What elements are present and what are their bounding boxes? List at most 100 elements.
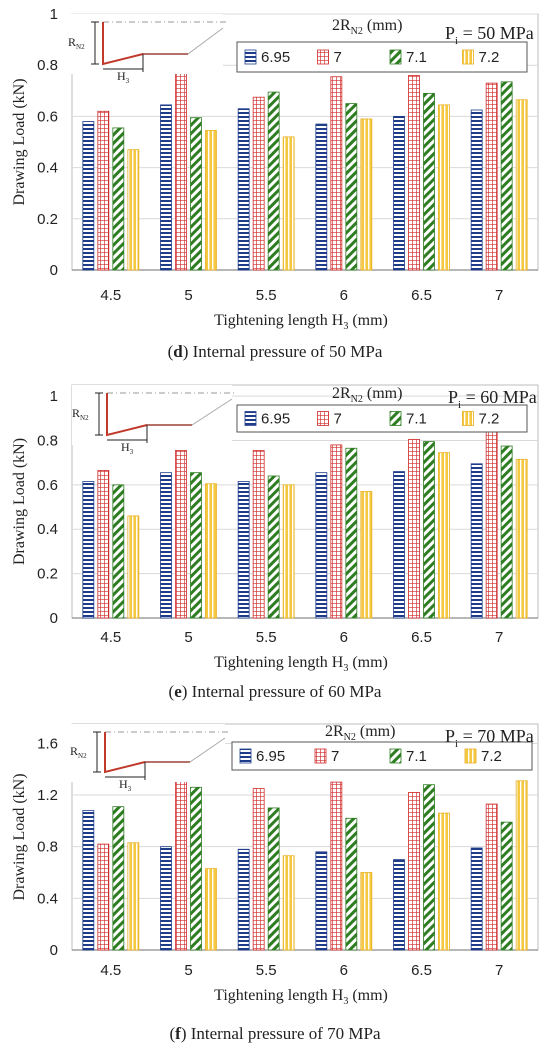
legend-label-7-1: 7.1 <box>406 748 427 765</box>
inset-r-label: RN2 <box>68 35 85 51</box>
legend-label-6-95: 6.95 <box>256 748 285 765</box>
bar-6-95-6-5 <box>393 471 405 619</box>
bar-7-1-5-5 <box>267 91 280 271</box>
bar-6-95-5-5 <box>237 848 250 951</box>
y-tick-label: 1 <box>50 6 58 23</box>
legend-swatch-6-95 <box>239 748 252 764</box>
bar-7-2-5-5 <box>282 136 295 271</box>
x-axis-label: Tightening length H3 (mm) <box>214 312 388 332</box>
bar-6-95-6 <box>315 472 328 619</box>
legend-label-7: 7 <box>334 411 342 428</box>
inset-die-outline <box>145 737 226 763</box>
legend-box <box>231 741 533 771</box>
bar-6-95-5 <box>160 104 172 271</box>
x-tick-label: 4.5 <box>100 962 121 979</box>
legend-label-7-1: 7.1 <box>406 411 427 428</box>
inset-schematic: RN2 H3 <box>68 14 227 85</box>
bar-7-2-7 <box>515 99 528 271</box>
bar-7-1-6-5 <box>423 784 435 951</box>
bar-6-95-5 <box>160 472 172 619</box>
bar-7-6-5 <box>408 438 420 619</box>
bar-7-6-5 <box>408 75 420 271</box>
bar-6-95-4-5 <box>82 121 95 271</box>
bar-6-95-5-5 <box>237 108 250 271</box>
x-tick-label: 4.5 <box>100 629 121 646</box>
y-tick-label: 0.8 <box>37 57 58 74</box>
bar-7-2-6 <box>360 118 373 271</box>
legend-box <box>236 41 528 73</box>
x-tick-label: 4.5 <box>100 287 121 304</box>
bar-7-1-5 <box>190 117 202 271</box>
y-axis-label: Drawing Load (kN) <box>11 773 28 900</box>
x-tick-label: 5.5 <box>256 287 277 304</box>
inset-h-label: H3 <box>119 777 132 793</box>
inset-h-label: H3 <box>117 69 130 85</box>
legend-swatch-7 <box>317 411 329 426</box>
y-tick-label: 0 <box>50 942 58 959</box>
inset-background <box>70 724 225 782</box>
bar-6-95-4-5 <box>82 810 95 951</box>
x-tick-label: 5 <box>184 962 192 979</box>
inset-background <box>68 14 223 74</box>
y-tick-label: 1.2 <box>37 787 58 804</box>
bar-7-7 <box>485 82 498 271</box>
bar-7-1-5 <box>190 472 202 619</box>
y-tick-label: 0.6 <box>37 477 58 494</box>
bar-7-1-6-5 <box>423 92 435 271</box>
bar-7-2-5 <box>205 483 217 619</box>
pressure-label: Pi = 60 MPa <box>448 387 537 411</box>
y-tick-label: 0.2 <box>37 566 58 583</box>
bar-7-7 <box>485 803 498 951</box>
legend-swatch-7-1 <box>389 748 402 764</box>
bar-7-2-7 <box>515 458 528 619</box>
bar-6-95-7 <box>470 109 483 271</box>
bar-7-6-5 <box>408 792 420 951</box>
x-tick-label: 5 <box>184 287 192 304</box>
legend-swatch-7-2 <box>464 748 477 764</box>
bar-7-2-5-5 <box>282 855 295 951</box>
x-tick-label: 6.5 <box>411 287 432 304</box>
chart-panel-f: 0 0.4 0.8 1.2 1.6 Drawing Load (kN) 4.5 5 5.5 6 6.… <box>11 723 539 1007</box>
bar-7-2-7 <box>515 780 528 951</box>
y-tick-label: 0.8 <box>37 432 58 449</box>
x-tick-label: 6.5 <box>411 962 432 979</box>
bar-7-5 <box>175 450 187 619</box>
bar-7-6 <box>330 781 343 951</box>
bar-7-2-6-5 <box>438 452 450 619</box>
x-tick-label: 6.5 <box>411 629 432 646</box>
bar-7-2-4-5 <box>127 842 140 951</box>
caption-panel-f: (f) Internal pressure of 70 MPa <box>169 1024 381 1043</box>
bar-7-1-5-5 <box>267 807 280 951</box>
bar-7-4-5 <box>97 470 110 619</box>
legend-label-6-95: 6.95 <box>261 411 290 428</box>
y-tick-label: 0.8 <box>37 839 58 856</box>
caption-panel-e: (e) Internal pressure of 60 MPa <box>168 682 382 701</box>
y-tick-label: 1 <box>50 388 58 405</box>
bar-7-1-7 <box>500 821 513 951</box>
legend-title: 2RN2 (mm) <box>332 17 402 37</box>
y-tick-label: 0.2 <box>37 211 58 228</box>
legend-title: 2RN2 (mm) <box>325 723 395 743</box>
bar-7-1-6 <box>345 447 358 619</box>
bar-7-1-7 <box>500 81 513 271</box>
bar-7-5 <box>175 759 187 951</box>
bar-7-2-5 <box>205 868 217 951</box>
bar-7-5-5 <box>252 450 265 619</box>
chart-panel-d: 0 0.2 0.4 0.6 0.8 1 Drawing Load (kN) 4.5 5 5.5 6 6… <box>11 6 539 332</box>
legend-swatch-7-2 <box>462 49 474 65</box>
bar-7-2-6-5 <box>438 104 450 271</box>
pressure-label: Pi = 50 MPa <box>445 23 534 47</box>
bar-7-5 <box>175 57 187 271</box>
legend-swatch-7 <box>314 748 327 764</box>
inset-r-label: RN2 <box>72 406 89 422</box>
x-tick-label: 7 <box>495 287 503 304</box>
legend-swatch-7 <box>317 49 329 65</box>
legend-swatch-7-1 <box>389 49 402 65</box>
bar-6-95-7 <box>470 847 483 951</box>
y-tick-label: 0.4 <box>37 160 58 177</box>
y-axis-label: Drawing Load (kN) <box>11 438 28 565</box>
bar-6-95-7 <box>470 463 483 619</box>
inset-die-outline <box>147 398 233 426</box>
inset-die-outline <box>143 27 224 55</box>
y-tick-label: 1.6 <box>37 735 58 752</box>
